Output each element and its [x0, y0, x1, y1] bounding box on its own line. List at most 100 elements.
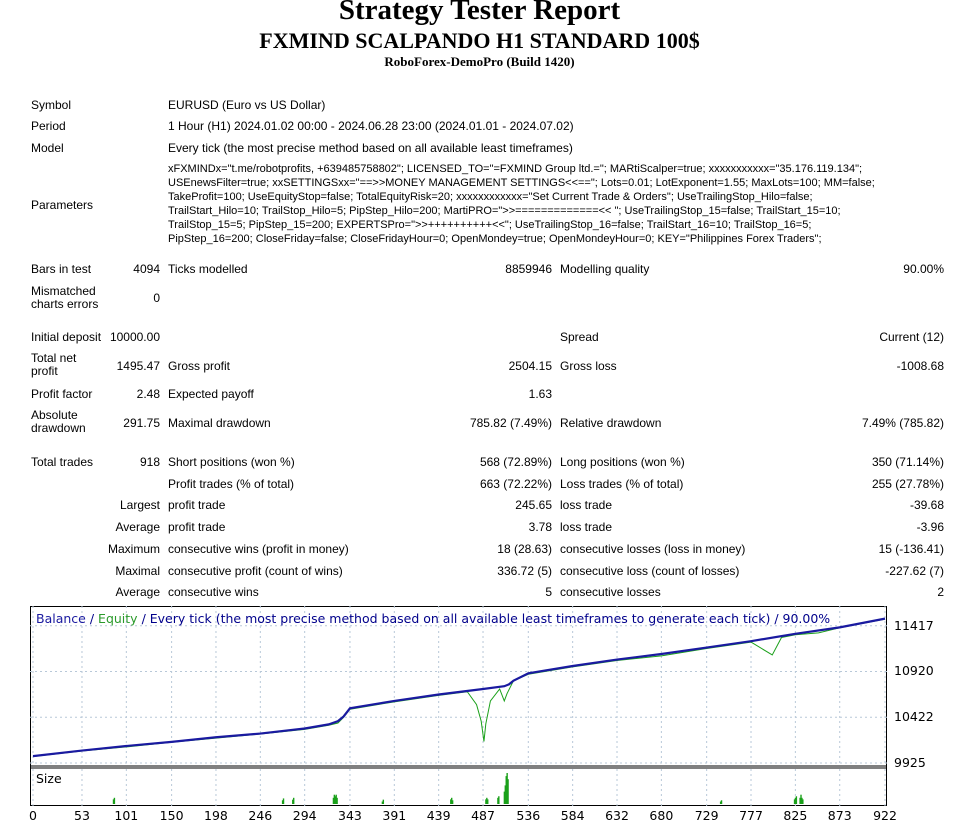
size-bar [801, 797, 803, 804]
average-consecutive-wins-value: 5 [545, 585, 552, 599]
x-tick-label: 777 [739, 808, 763, 823]
average-profit-trade-value: 3.78 [528, 520, 552, 534]
short-positions-label: Short positions (won %) [168, 455, 295, 469]
ticks-value: 8859946 [505, 262, 552, 276]
profit-trades-label: Profit trades (% of total) [168, 477, 295, 491]
size-bar [334, 796, 336, 804]
average-consecutive-wins-label: consecutive wins [168, 585, 259, 599]
symbol-label: Symbol [31, 98, 72, 112]
maximal-drawdown-label: Maximal drawdown [168, 416, 271, 430]
size-bar [503, 791, 506, 804]
x-tick-label: 439 [426, 808, 451, 823]
model-label: Model [31, 141, 64, 155]
mismatch-label: Mismatched charts errors [31, 284, 99, 311]
x-tick-label: 632 [605, 808, 629, 823]
loss-trades-label: Loss trades (% of total) [560, 477, 684, 491]
maximal-consecutive-profit-value: 336.72 (5) [497, 564, 552, 578]
x-tick-label: 294 [292, 808, 317, 823]
gross-profit-label: Gross profit [168, 359, 231, 373]
x-tick-label: 198 [204, 808, 228, 823]
x-tick-label: 391 [382, 808, 407, 823]
spread-value: Current (12) [879, 330, 944, 344]
size-bar [450, 799, 452, 804]
average-profit-trade-label: profit trade [168, 520, 226, 534]
average-consecutive-losses-label: consecutive losses [560, 585, 661, 599]
size-bar [505, 776, 507, 804]
deposit-label: Initial deposit [31, 330, 102, 344]
x-tick-label: 584 [560, 808, 585, 823]
size-bar [802, 799, 804, 804]
size-bar [799, 797, 801, 804]
y-tick-label: 10920 [894, 663, 934, 679]
expected-payoff-label: Expected payoff [168, 387, 254, 401]
report-title: Strategy Tester Report [338, 0, 621, 26]
legend-balance: Balance [36, 611, 86, 626]
maximum-label: Maximum [107, 542, 160, 556]
mismatch-value: 0 [153, 291, 160, 305]
maximal-consecutive-profit-label: consecutive profit (count of wins) [168, 564, 343, 578]
largest-loss-trade-value: -39.68 [909, 498, 944, 512]
max-consecutive-wins-value: 18 (28.63) [497, 542, 552, 556]
relative-drawdown-label: Relative drawdown [560, 416, 662, 430]
quality-label: Modelling quality [560, 262, 650, 276]
balance-line [32, 617, 886, 758]
deposit-value: 10000.00 [109, 330, 160, 344]
size-bar [800, 794, 802, 804]
max-consecutive-losses-value: 15 (-136.41) [878, 542, 944, 556]
y-tick-label: 9925 [894, 755, 926, 770]
largest-label: Largest [119, 498, 160, 512]
x-tick-label: 825 [783, 808, 808, 823]
absolute-drawdown-label: Absolute drawdown [31, 408, 86, 435]
size-panel-label: Size [36, 771, 62, 786]
size-bar [336, 797, 338, 804]
size-bar [719, 801, 722, 804]
size-bar [282, 798, 285, 804]
size-bar [335, 794, 337, 804]
balance-equity-chart [30, 606, 887, 806]
maximal-label: Maximal [115, 564, 160, 578]
parameters-line: TakeProfit=100; UseEquityStop=false; Tot… [168, 191, 813, 203]
parameters-line: xFXMINDx="t.me/robotprofits, +6394857588… [168, 163, 863, 175]
spread-label: Spread [560, 330, 599, 344]
x-tick-label: 0 [29, 808, 37, 823]
size-bar [506, 773, 508, 804]
chart-frame [30, 606, 887, 806]
size-bar [451, 800, 454, 804]
x-tick-label: 53 [74, 808, 90, 823]
total-trades-value: 918 [139, 455, 160, 469]
loss-trades-value: 255 (27.78%) [871, 477, 944, 491]
size-bar [113, 797, 116, 804]
average-consecutive-losses-value: 2 [937, 585, 944, 599]
size-bar [794, 797, 797, 804]
symbol-value: EURUSD (Euro vs US Dollar) [168, 98, 326, 112]
size-bar [497, 797, 499, 804]
size-bar [793, 799, 796, 804]
size-bar [332, 797, 335, 804]
maximal-consecutive-loss-label: consecutive loss (count of losses) [560, 564, 740, 578]
ticks-label: Ticks modelled [168, 262, 248, 276]
size-bar [333, 794, 336, 804]
total-trades-label: Total trades [31, 455, 94, 469]
parameters-label: Parameters [31, 198, 94, 212]
chart-title: Balance / Equity / Every tick (the most … [36, 611, 830, 627]
max-consecutive-wins-label: consecutive wins (profit in money) [168, 542, 349, 556]
model-value: Every tick (the most precise method base… [168, 141, 573, 155]
size-bar [382, 799, 385, 804]
largest-profit-trade-label: profit trade [168, 498, 226, 512]
size-bar [485, 799, 487, 804]
size-bar [720, 800, 723, 804]
parameters-line: PipStep_16=200; CloseFriday=false; Close… [168, 233, 822, 245]
average-loss-trade-label: loss trade [560, 520, 613, 534]
size-bar [112, 799, 115, 804]
profit-factor-label: Profit factor [31, 387, 93, 401]
size-bar [381, 801, 384, 804]
x-tick-label: 873 [827, 808, 852, 823]
period-label: Period [31, 119, 66, 133]
parameters-value: xFXMINDx="t.me/robotprofits, +6394857588… [168, 162, 875, 246]
x-tick-label: 150 [159, 808, 184, 823]
expected-payoff-value: 1.63 [528, 387, 552, 401]
bars-label: Bars in test [31, 262, 92, 276]
legend-separator: / [89, 611, 95, 626]
maximal-drawdown-value: 785.82 (7.49%) [469, 416, 552, 430]
short-positions-value: 568 (72.89%) [479, 455, 552, 469]
